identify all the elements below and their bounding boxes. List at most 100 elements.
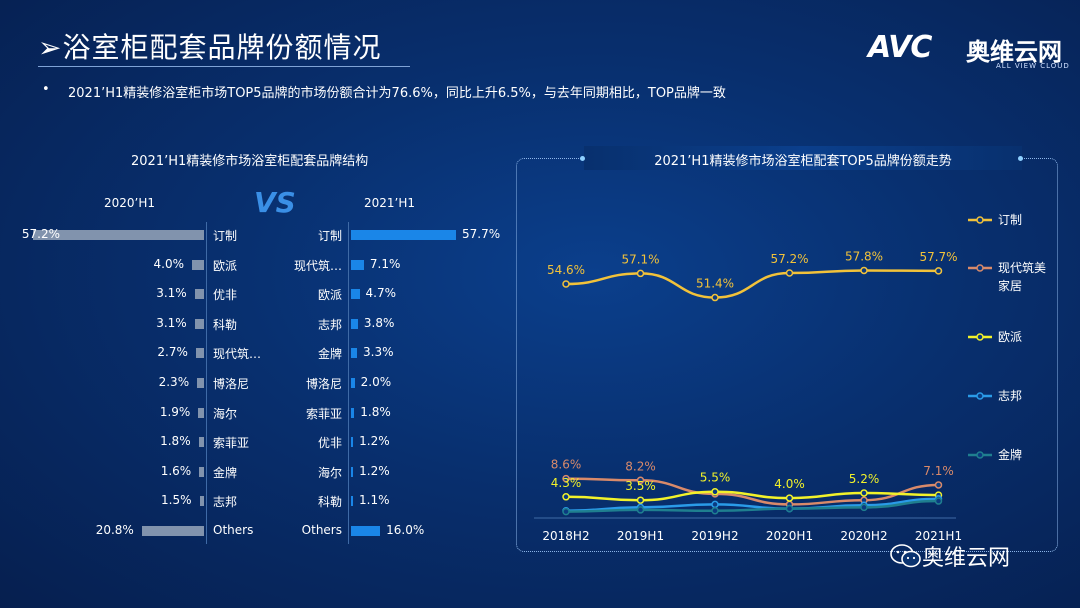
right-bar (351, 348, 357, 359)
legend-marker (976, 451, 984, 459)
data-point (934, 481, 943, 489)
series-line (565, 499, 939, 513)
left-value: 1.6% (160, 463, 192, 478)
data-point (785, 269, 794, 277)
data-label: 4.0% (774, 477, 805, 491)
legend-label: 欧派 (998, 330, 1022, 344)
right-bar (351, 259, 364, 270)
series-line (565, 269, 939, 299)
right-bar (351, 289, 360, 300)
right-value: 3.3% (363, 345, 394, 360)
left-value: 4.0% (153, 256, 185, 271)
left-brand-name: 博洛尼 (213, 377, 250, 391)
left-bar (33, 230, 204, 240)
left-value: 20.8% (95, 523, 134, 537)
left-value: 3.1% (156, 286, 187, 301)
left-brand-name: 欧派 (213, 258, 238, 273)
brand-logo: AVC 奥维云网 ALL VIEW CLOUD (868, 30, 1069, 70)
data-point (711, 487, 719, 496)
series-line (565, 497, 939, 513)
bullet-icon: • (42, 82, 50, 97)
left-bar (198, 437, 204, 448)
left-bar (198, 407, 204, 418)
left-bar (199, 466, 204, 477)
left-brand-name: 索菲亚 (213, 436, 250, 451)
title-underline (38, 66, 410, 67)
vs-label: VS (254, 186, 296, 219)
left-year-label: 2020’H1 (104, 196, 156, 210)
left-brand-name: Others (213, 523, 254, 537)
left-bar (195, 348, 204, 359)
legend-marker (976, 392, 984, 400)
right-bar (351, 378, 355, 388)
right-value: 57.7% (462, 227, 501, 241)
left-bar (199, 496, 204, 507)
series-line (565, 490, 939, 502)
right-value: 1.2% (359, 463, 390, 478)
legend-label: 现代筑美 (998, 260, 1046, 275)
comparison-title: 2021’H1精装修市场浴室柜配套品牌结构 (131, 154, 369, 169)
x-tick-label: 2019H1 (617, 529, 664, 543)
right-value: 16.0% (386, 523, 425, 537)
right-value: 1.8% (360, 404, 391, 419)
right-bar (351, 437, 354, 448)
right-brand-name: 优非 (317, 436, 342, 451)
left-brand-name: 优非 (213, 288, 238, 303)
data-point (636, 506, 645, 514)
data-point (785, 504, 794, 513)
right-value: 4.7% (365, 286, 397, 301)
left-brand-name: 志邦 (213, 495, 238, 510)
left-brand-name: 海尔 (213, 406, 238, 421)
right-value: 7.1% (369, 256, 401, 271)
data-label: 51.4% (696, 277, 734, 291)
left-value: 57.2% (21, 227, 60, 241)
logo-chinese-name: 奥维云网 (966, 38, 1062, 66)
data-label: 4.3% (551, 476, 582, 490)
data-point (934, 497, 943, 505)
series-line (565, 477, 939, 506)
legend-marker (976, 216, 984, 224)
right-bar (351, 526, 381, 536)
right-value: 3.8% (363, 315, 395, 330)
data-point (636, 496, 645, 504)
watermark: 奥维云网 (890, 540, 1010, 572)
left-value: 1.9% (159, 404, 191, 419)
right-bar (351, 407, 355, 418)
left-brand-name: 科勒 (213, 317, 238, 332)
arrow-icon: ➢ (38, 31, 63, 64)
data-label: 54.6% (547, 263, 585, 277)
data-point (785, 494, 794, 502)
data-point (636, 476, 645, 485)
data-point (562, 493, 570, 501)
data-label: 3.5% (625, 479, 656, 493)
right-brand-name: 海尔 (317, 465, 342, 480)
logo-mark: AVC (868, 30, 932, 65)
legend-marker (976, 333, 984, 341)
right-bar (351, 496, 353, 507)
line-chart: 2018H2 2019H1 2019H2 2020H1 2020H2 2021H1 54.6… (534, 213, 1046, 543)
x-tick-label: 2020H2 (840, 529, 887, 543)
right-brand-name: 金牌 (317, 347, 342, 362)
data-label: 8.6% (551, 458, 582, 472)
right-bar (351, 318, 358, 329)
left-bar (141, 526, 204, 536)
legend-marker (976, 264, 984, 272)
data-point (860, 503, 868, 512)
left-divider (206, 222, 207, 544)
page-title: ➢浴室柜配套品牌份额情况 (38, 31, 382, 64)
data-point (636, 269, 645, 278)
data-label: 57.1% (621, 252, 659, 266)
x-tick-label: 2019H2 (691, 529, 738, 543)
decor-dot (1018, 156, 1023, 161)
right-value: 1.1% (359, 493, 390, 508)
right-brand-name: Others (301, 523, 342, 537)
summary-text: 2021’H1精装修浴室柜市场TOP5品牌的市场份额合计为76.6%，同比上升6… (68, 86, 726, 101)
left-bar (194, 289, 204, 300)
legend-label: 订制 (998, 213, 1022, 227)
data-label: 57.7% (919, 250, 957, 264)
left-bar (197, 378, 204, 388)
data-point (562, 474, 570, 483)
right-brand-name: 订制 (317, 229, 342, 243)
data-point (934, 267, 943, 275)
right-bar (351, 466, 354, 477)
